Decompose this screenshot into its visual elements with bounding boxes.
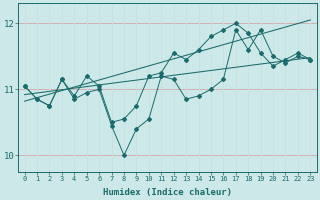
X-axis label: Humidex (Indice chaleur): Humidex (Indice chaleur): [103, 188, 232, 197]
